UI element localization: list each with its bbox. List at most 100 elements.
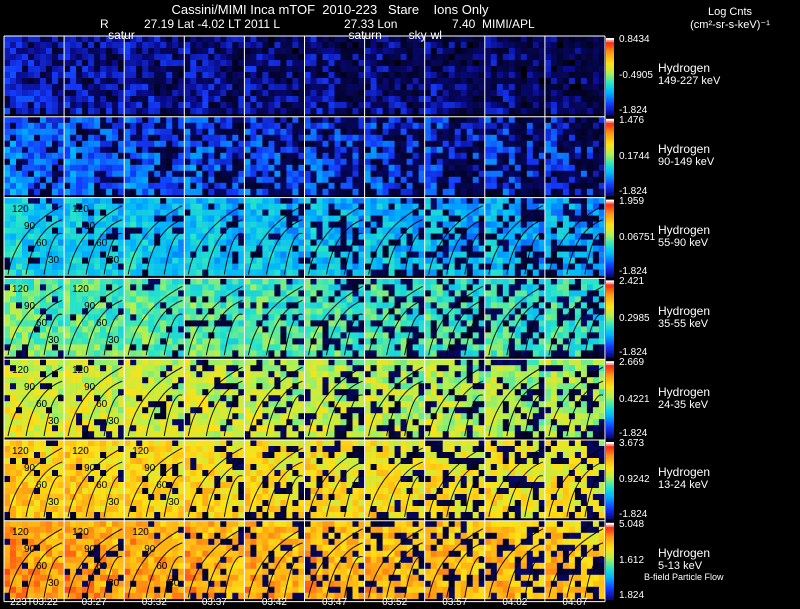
colorbar-4 <box>606 361 614 439</box>
ion-label: Hydrogen 35-55 keV <box>658 303 711 331</box>
species-name: Hydrogen <box>658 384 711 399</box>
image-panel <box>304 197 365 279</box>
time-label: 03:52 <box>382 597 408 608</box>
time-label: 03:42 <box>261 597 287 608</box>
ephemeris-lat-lt-l: 27.19 Lat -4.02 LT 2011 L <box>144 17 281 31</box>
contour-label: 90 <box>84 382 96 394</box>
page-title: Cassini/MIMI Inca mTOF 2010-223 Stare Io… <box>171 2 489 17</box>
units-line-2: (cm²-sr-s-keV)⁻¹ <box>690 19 770 31</box>
image-panel <box>484 36 546 117</box>
overlay-label: satur <box>108 28 135 42</box>
contour-label: 120 <box>132 526 149 538</box>
ion-label: Hydrogen 55-90 keV <box>658 224 710 250</box>
image-panel <box>244 440 305 521</box>
contour-label: 60 <box>96 560 108 572</box>
image-panel <box>304 359 365 440</box>
colorbar-min-label: -1.824 <box>619 104 648 116</box>
contour-label: 120 <box>72 284 89 296</box>
image-panel <box>484 116 546 198</box>
species-name: Hydrogen <box>658 303 711 318</box>
image-panel <box>184 440 245 521</box>
image-panel <box>244 116 305 198</box>
contour-label: 60 <box>36 237 48 249</box>
contour-label: 120 <box>132 446 149 457</box>
image-panel <box>64 116 125 198</box>
contour-label: 60 <box>96 237 108 249</box>
contour-label: 30 <box>48 577 60 589</box>
image-panel <box>124 36 185 117</box>
colorbar-min-label: -1.824 <box>619 347 648 359</box>
image-panel <box>4 278 65 360</box>
contour-label: 60 <box>36 480 48 491</box>
image-panel <box>184 520 245 602</box>
energy-range: 55-90 keV <box>658 237 709 249</box>
energy-range: 90-149 keV <box>658 156 715 169</box>
ephemeris-apl: 7.40 MIMI/APL <box>452 17 535 31</box>
image-panel <box>424 520 485 602</box>
colorbar-mid-label: 0.06751 <box>619 232 656 243</box>
image-panel <box>124 359 185 440</box>
contour-label: 90 <box>84 301 96 313</box>
contour-label: 60 <box>156 480 168 491</box>
time-label: 03:32 <box>141 597 167 608</box>
colorbar-5 <box>606 442 614 520</box>
ephemeris-line: R 27.19 Lat -4.02 LT 2011 L 27.33 Lon 7.… <box>60 17 600 87</box>
image-panel <box>304 36 365 117</box>
image-panel <box>364 278 425 360</box>
units-line-1: Log Cnts <box>707 6 753 18</box>
contour-label: 90 <box>24 220 36 232</box>
species-name: Hydrogen <box>658 465 711 480</box>
contour-label: 120 <box>12 284 29 296</box>
contour-label: 120 <box>72 526 89 538</box>
energy-row-2 <box>4 197 606 279</box>
image-panel <box>244 36 305 117</box>
image-panel <box>364 359 425 440</box>
colorbar-max-label: 1.959 <box>619 195 645 207</box>
energy-row-3 <box>4 278 606 360</box>
contour-label: 30 <box>108 335 120 347</box>
energy-row-5 <box>4 440 606 521</box>
contour-label: 30 <box>48 335 60 347</box>
colorbar-min-label: -1.824 <box>619 508 648 520</box>
image-panel <box>124 116 185 198</box>
contour-label: 60 <box>96 399 108 411</box>
contour-label: 90 <box>144 543 156 555</box>
image-panel <box>4 440 65 521</box>
colorbar-1 <box>606 118 614 197</box>
energy-row-1 <box>4 116 606 198</box>
ion-label: Hydrogen 5-13 keV <box>658 547 710 573</box>
image-panel <box>244 197 305 279</box>
image-panel <box>244 520 305 602</box>
image-panel <box>484 359 546 440</box>
energy-range: 5-13 keV <box>658 560 703 573</box>
image-panel <box>484 197 546 279</box>
colorbar-mid-label: 1.612 <box>619 555 645 567</box>
contour-label: 30 <box>168 497 180 508</box>
contour-label: 90 <box>84 220 96 232</box>
contour-label: 120 <box>12 203 29 215</box>
image-panel <box>4 116 65 198</box>
image-panel <box>4 359 65 440</box>
contour-label: 90 <box>24 463 36 474</box>
colorbar-max-label: 1.476 <box>619 114 645 126</box>
image-panel <box>364 36 425 117</box>
image-panel <box>124 520 185 602</box>
image-panel <box>544 359 606 440</box>
image-panel <box>544 520 606 602</box>
image-panel <box>184 278 245 360</box>
colorbar-min-label: -1.824 <box>619 266 648 278</box>
species-name: Hydrogen <box>658 142 711 157</box>
colorbar-6 <box>606 522 614 601</box>
ephemeris-lon: 27.33 Lon <box>344 17 398 31</box>
ion-label: Hydrogen 90-149 keV <box>658 143 714 169</box>
contour-label: 60 <box>36 399 48 411</box>
time-label: 03:37 <box>201 597 227 608</box>
contour-label: 30 <box>48 416 60 428</box>
contour-label: 120 <box>12 365 29 377</box>
time-label: 03:27 <box>81 597 107 608</box>
image-panel <box>544 278 606 360</box>
image-panel <box>364 520 425 602</box>
energy-row-0 <box>4 36 606 117</box>
contour-label: 90 <box>144 463 156 474</box>
energy-range: 35-55 keV <box>658 317 709 330</box>
